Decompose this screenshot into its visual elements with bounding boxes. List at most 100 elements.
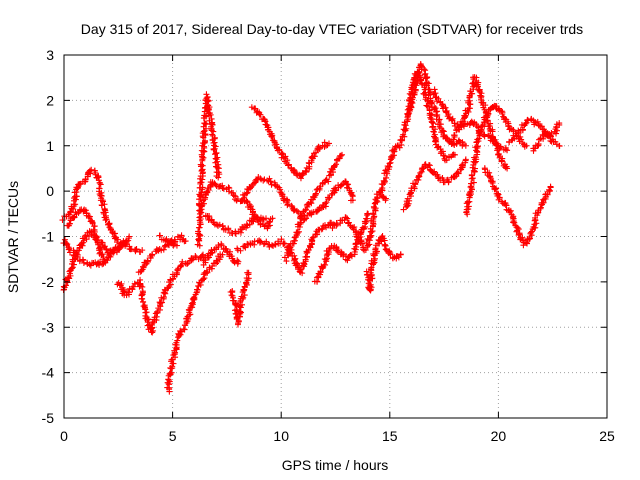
- series-arc-d: [64, 206, 107, 263]
- data-point: [194, 241, 201, 248]
- data-point: [504, 165, 511, 172]
- y-tick-label: -2: [42, 274, 55, 290]
- data-point: [158, 247, 165, 254]
- data-point: [348, 251, 355, 258]
- series-arc-s: [327, 188, 389, 254]
- data-point: [125, 289, 132, 296]
- data-point: [200, 276, 207, 283]
- data-point: [345, 181, 352, 188]
- data-point: [228, 253, 235, 260]
- data-point: [102, 217, 109, 224]
- data-point: [288, 202, 295, 209]
- data-point: [458, 162, 465, 169]
- data-point: [174, 337, 181, 344]
- data-point: [139, 263, 146, 270]
- data-point: [252, 105, 259, 112]
- data-point: [267, 178, 274, 185]
- data-point: [225, 226, 232, 233]
- data-point: [414, 77, 421, 84]
- data-point: [299, 270, 306, 277]
- data-point: [519, 126, 526, 133]
- data-point: [182, 238, 189, 245]
- data-point: [439, 127, 446, 134]
- data-point: [253, 215, 260, 222]
- data-point: [219, 222, 226, 229]
- data-point: [195, 236, 202, 243]
- data-point: [97, 181, 104, 188]
- data-point: [462, 156, 469, 163]
- data-point: [302, 168, 309, 175]
- data-point: [494, 147, 501, 154]
- series-arc-e: [114, 251, 207, 336]
- series-arc-l: [200, 240, 242, 268]
- data-point: [285, 201, 292, 208]
- data-point: [535, 140, 542, 147]
- data-point: [205, 187, 212, 194]
- data-point: [66, 245, 73, 252]
- series-arc-m: [227, 269, 252, 328]
- data-point: [522, 120, 529, 127]
- data-point: [451, 151, 458, 158]
- series-arc-t: [363, 233, 404, 294]
- data-point: [103, 216, 110, 223]
- data-point: [74, 185, 81, 192]
- data-point: [333, 161, 340, 168]
- data-point: [297, 266, 304, 273]
- data-point: [206, 112, 213, 119]
- data-point: [119, 242, 126, 249]
- data-points: [59, 61, 563, 395]
- data-point: [547, 183, 554, 190]
- data-point: [245, 269, 252, 276]
- data-point: [435, 117, 442, 124]
- data-point: [237, 309, 244, 316]
- data-point: [213, 257, 220, 264]
- data-point: [434, 171, 441, 178]
- data-point: [367, 265, 374, 272]
- data-point: [197, 175, 204, 182]
- series-arc-i: [194, 91, 223, 249]
- data-point: [241, 194, 248, 201]
- data-point: [553, 123, 560, 130]
- data-point: [178, 232, 185, 239]
- data-point: [276, 146, 283, 153]
- data-point: [325, 140, 332, 147]
- data-point: [525, 117, 532, 124]
- data-point: [511, 219, 518, 226]
- data-point: [208, 246, 215, 253]
- data-point: [432, 126, 439, 133]
- series-arc-a: [59, 166, 146, 256]
- data-point: [199, 153, 206, 160]
- data-point: [210, 146, 217, 153]
- y-tick-label: 1: [46, 138, 54, 154]
- data-point: [516, 231, 523, 238]
- data-point: [69, 264, 76, 271]
- data-point: [469, 175, 476, 182]
- data-point: [383, 174, 390, 181]
- data-point: [556, 142, 563, 149]
- data-point: [537, 123, 544, 130]
- data-point: [269, 215, 276, 222]
- data-point: [343, 214, 350, 221]
- data-point: [230, 189, 237, 196]
- data-point: [123, 238, 130, 245]
- data-point: [424, 103, 431, 110]
- data-point: [114, 239, 121, 246]
- y-axis-label: SDTVAR / TECUs: [5, 181, 21, 293]
- data-point: [198, 252, 205, 259]
- data-point: [283, 196, 290, 203]
- data-point: [237, 247, 244, 254]
- data-point: [178, 261, 185, 268]
- data-point: [404, 195, 411, 202]
- data-point: [454, 169, 461, 176]
- data-point: [257, 238, 264, 245]
- data-point: [360, 246, 367, 253]
- data-point: [61, 236, 68, 243]
- data-point: [215, 174, 222, 181]
- data-point: [473, 82, 480, 89]
- data-point: [279, 150, 286, 157]
- data-point: [462, 142, 469, 149]
- x-tick-label: 10: [273, 428, 289, 444]
- data-point: [397, 251, 404, 258]
- data-point: [219, 185, 226, 192]
